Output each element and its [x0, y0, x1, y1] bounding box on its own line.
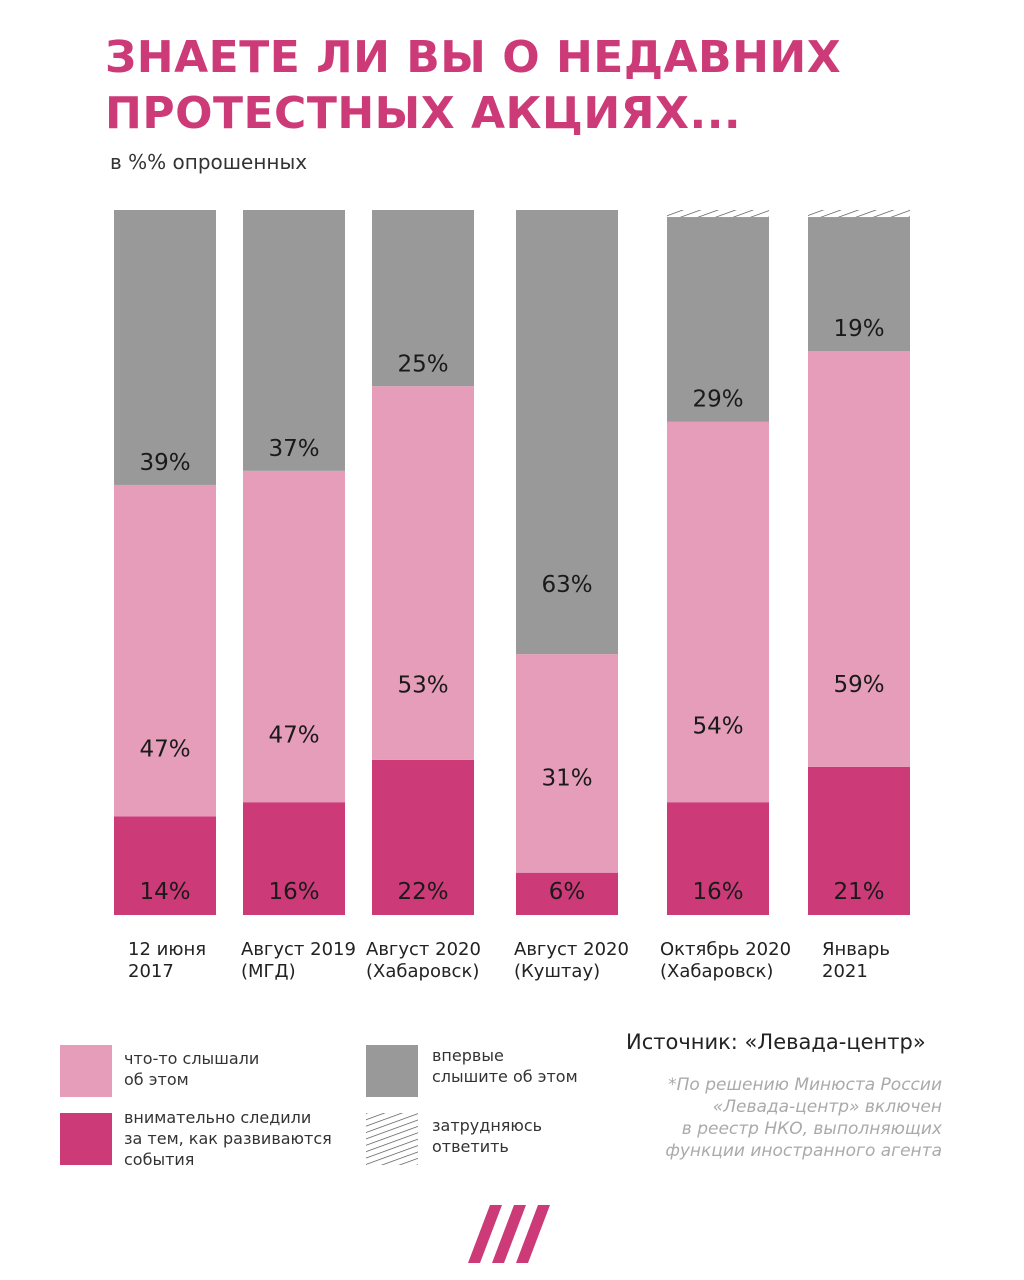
legend-label-no-answer-line2: ответить [432, 1137, 509, 1156]
legend-label-followed-line3: события [124, 1150, 195, 1169]
stacked-bar-chart: 14% 47% 39% 16% 47% 37% 22% 53% 25% 6% 31% 63% 16% 54… [114, 210, 910, 915]
data-label: 53% [397, 673, 448, 699]
bar-segment [243, 470, 345, 803]
note-line2: «Левада-центр» включен [712, 1097, 942, 1117]
legend-label-first-time-line2: слышите об этом [432, 1067, 578, 1086]
bar-segment [114, 816, 216, 915]
chart-title: ЗНАЕТЕ ЛИ ВЫ О НЕДАВНИХ ПРОТЕСТНЫХ АКЦИЯ… [105, 30, 985, 142]
data-label: 37% [268, 436, 319, 462]
bar-segment [372, 210, 474, 387]
bar-segment [372, 759, 474, 915]
chart-title-line2: ПРОТЕСТНЫХ АКЦИЯХ... [105, 88, 742, 139]
bar-segment [808, 351, 910, 767]
category-label-line: (Куштау) [514, 961, 601, 982]
category-label-line: Октябрь 2020 [660, 939, 792, 960]
data-label: 21% [833, 879, 884, 905]
dozhd-logo-icon [468, 1205, 550, 1263]
data-label: 16% [268, 879, 319, 905]
category-label: Январь 2021 [822, 939, 890, 983]
bar-segment [114, 484, 216, 817]
category-label-line: 2017 [128, 961, 174, 982]
category-label-line: (МГД) [241, 961, 296, 982]
bar-segment [808, 210, 910, 218]
category-label-line: (Хабаровск) [660, 961, 774, 982]
chart-subtitle: в %% опрошенных [110, 150, 308, 174]
data-label: 19% [833, 316, 884, 342]
bar-segment [667, 217, 769, 422]
data-label: 59% [833, 672, 884, 698]
data-label: 47% [139, 737, 190, 763]
note-line3: в реестр НКО, выполняющих [681, 1119, 942, 1139]
source-label: Источник: «Левада-центр» [626, 1030, 926, 1054]
data-label: 16% [692, 879, 743, 905]
data-label: 39% [139, 450, 190, 476]
category-label-line: Август 2020 [514, 939, 629, 960]
bar-segment [808, 766, 910, 915]
legend-label-first-time: впервые слышите об этом [432, 1045, 578, 1087]
category-label: Август 2020 (Хабаровск) [366, 939, 481, 983]
data-label: 14% [139, 879, 190, 905]
legend-label-heard-line1: что-то слышали [124, 1049, 260, 1068]
data-label: 47% [268, 723, 319, 749]
category-label: Август 2019 (МГД) [241, 939, 356, 983]
legend-label-heard-line2: об этом [124, 1070, 189, 1089]
data-label: 31% [541, 765, 592, 791]
category-label-line: Август 2019 [241, 939, 356, 960]
note-line4: функции иностранного агента [665, 1141, 942, 1161]
bar-segment [516, 654, 618, 873]
category-label-line: Январь [822, 939, 890, 960]
data-label: 22% [397, 879, 448, 905]
bar-segment [667, 802, 769, 915]
bar-segment [243, 802, 345, 915]
bar-segment [516, 872, 618, 915]
category-label-line: (Хабаровск) [366, 961, 480, 982]
data-label: 63% [541, 572, 592, 598]
legend-label-first-time-line1: впервые [432, 1046, 504, 1065]
bars-group: 14% 47% 39% 16% 47% 37% 22% 53% 25% 6% 31% 63% 16% 54… [114, 210, 910, 915]
legend-swatch-followed [60, 1113, 112, 1165]
data-label: 6% [549, 879, 586, 905]
data-label: 29% [692, 387, 743, 413]
legend-label-no-answer-line1: затрудняюсь [432, 1116, 543, 1135]
data-label: 54% [692, 714, 743, 740]
legend-swatch-heard [60, 1045, 112, 1097]
bar-segment [243, 210, 345, 471]
legend-swatch-no-answer [366, 1113, 418, 1165]
foreign-agent-note: *По решению Минюста России «Левада-центр… [562, 1074, 942, 1162]
bar-segment [808, 217, 910, 351]
bar-segment [114, 210, 216, 485]
category-label: Август 2020 (Куштау) [514, 939, 629, 983]
bar-segment [667, 210, 769, 218]
data-label: 25% [397, 351, 448, 377]
category-label: 12 июня 2017 [128, 939, 206, 983]
category-label-line: Август 2020 [366, 939, 481, 960]
legend-label-followed-line2: за тем, как развиваются [124, 1129, 332, 1148]
bar-segment [516, 210, 618, 655]
category-label-line: 12 июня [128, 939, 207, 960]
legend-swatch-first-time [366, 1045, 418, 1097]
category-label-line: 2021 [822, 961, 868, 982]
bar-segment [667, 421, 769, 803]
legend-label-followed: внимательно следили за тем, как развиваю… [124, 1107, 332, 1170]
note-line1: *По решению Минюста России [668, 1075, 942, 1095]
category-label: Октябрь 2020 (Хабаровск) [660, 939, 791, 983]
legend-label-followed-line1: внимательно следили [124, 1108, 312, 1127]
chart-title-line1: ЗНАЕТЕ ЛИ ВЫ О НЕДАВНИХ [105, 32, 842, 83]
bar-segment [372, 386, 474, 760]
legend-label-no-answer: затрудняюсь ответить [432, 1115, 542, 1157]
legend-label-heard: что-то слышали об этом [124, 1048, 259, 1090]
